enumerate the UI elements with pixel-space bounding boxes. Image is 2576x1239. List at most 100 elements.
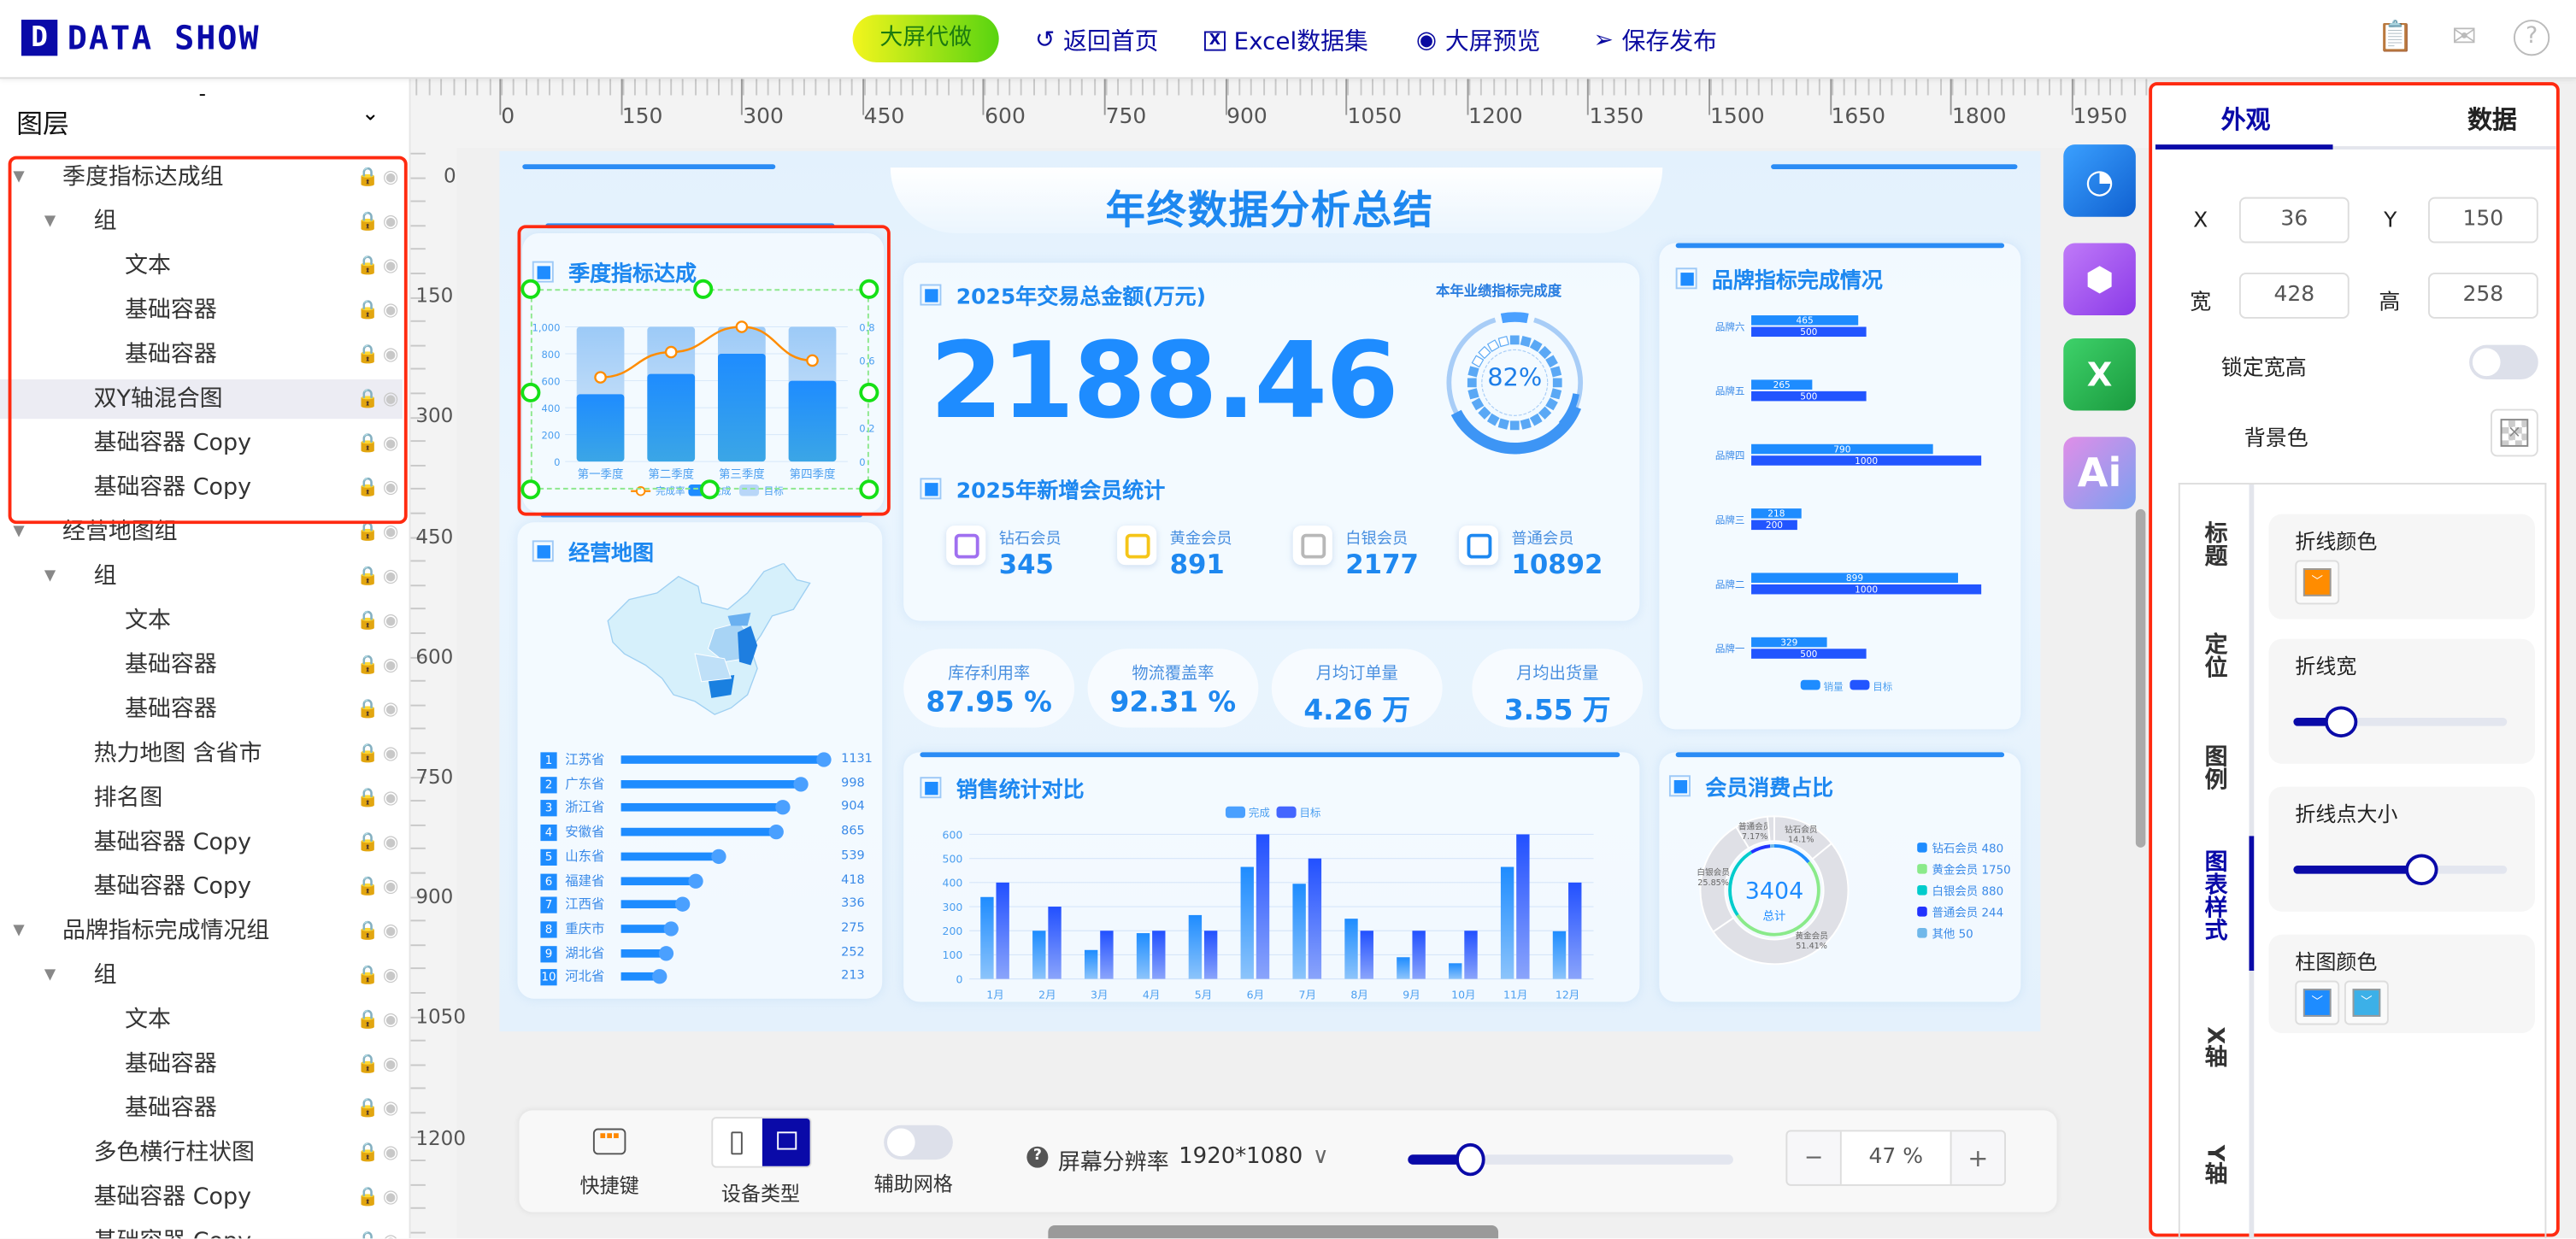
eye-icon[interactable]: ◉ bbox=[382, 964, 399, 986]
grid-toggle[interactable] bbox=[884, 1124, 953, 1160]
lock-icon[interactable]: 🔒 bbox=[356, 742, 379, 764]
eye-icon[interactable]: ◉ bbox=[382, 742, 399, 764]
x-input[interactable]: 36 bbox=[2238, 197, 2350, 244]
zoom-value-input[interactable]: 47 % bbox=[1839, 1131, 1952, 1184]
lock-icon[interactable]: 🔒 bbox=[356, 254, 379, 276]
sales-panel[interactable]: 销售统计对比 0 100 200 300 400 500 600 1月 2月 3月 4月 5月 6月 7月… bbox=[903, 752, 1640, 1002]
member-share-panel[interactable]: 会员消费占比 钻石会员 14.1% 黄金会员 51.41% 白银会员 25.85% 普通会员… bbox=[1659, 752, 2021, 1002]
eye-icon[interactable]: ◉ bbox=[382, 432, 399, 454]
layer-item[interactable]: 基础容器 Copy 🔒◉ bbox=[0, 823, 403, 862]
lock-icon[interactable]: 🔒 bbox=[356, 343, 379, 365]
eye-icon[interactable]: ◉ bbox=[382, 786, 399, 808]
lock-icon[interactable]: 🔒 bbox=[356, 1185, 379, 1207]
caret-down-icon[interactable]: ▼ bbox=[44, 967, 56, 984]
lock-icon[interactable]: 🔒 bbox=[356, 476, 379, 498]
eye-icon[interactable]: ◉ bbox=[382, 609, 399, 631]
layer-item[interactable]: ▼ 经营地图组 🔒 ◉ bbox=[0, 513, 403, 552]
excel-icon[interactable]: X bbox=[2063, 338, 2136, 411]
lock-icon[interactable]: 🔒 bbox=[356, 875, 379, 897]
layer-item[interactable]: 基础容器 🔒 ◉ bbox=[0, 645, 403, 684]
height-input[interactable]: 258 bbox=[2427, 273, 2538, 319]
width-input[interactable]: 428 bbox=[2238, 273, 2350, 319]
layer-item[interactable]: 基础容器 Copy 🔒◉ bbox=[0, 867, 403, 907]
resize-handle-n[interactable] bbox=[693, 279, 714, 299]
tab-data[interactable]: 数据 bbox=[2467, 105, 2517, 135]
collapse-handle[interactable]: - bbox=[198, 82, 206, 106]
horizontal-scrollbar[interactable] bbox=[1048, 1224, 1499, 1239]
china-map[interactable] bbox=[600, 563, 814, 727]
caret-down-icon[interactable]: ▼ bbox=[44, 213, 56, 231]
layer-item[interactable]: 基础容器 Copy 🔒◉ bbox=[0, 468, 403, 508]
device-type-toggle[interactable] bbox=[711, 1117, 812, 1168]
eye-icon[interactable]: ◉ bbox=[382, 919, 399, 942]
eye-icon[interactable]: ◉ bbox=[382, 1141, 399, 1163]
chevron-down-icon[interactable]: ⌄ bbox=[361, 102, 379, 127]
excel-dataset-button[interactable]: X Excel数据集 bbox=[1203, 23, 1368, 57]
lock-icon[interactable]: 🔒 bbox=[356, 1097, 379, 1119]
side-tab-position[interactable]: 定位 bbox=[2201, 632, 2228, 678]
layer-item[interactable]: 文本 🔒 ◉ bbox=[0, 246, 403, 285]
tab-appearance[interactable]: 外观 bbox=[2220, 105, 2271, 135]
eye-icon[interactable]: ◉ bbox=[382, 565, 399, 587]
layer-item[interactable]: 基础容器 🔒 ◉ bbox=[0, 335, 403, 374]
clipboard-icon[interactable]: 📋 bbox=[2377, 20, 2414, 55]
caret-down-icon[interactable]: ▼ bbox=[13, 923, 25, 940]
horizontal-ruler[interactable]: 0 150 300 450 600 750 900 1050 1200 1350 1500 1650 1… bbox=[410, 79, 2150, 148]
lock-icon[interactable]: 🔒 bbox=[356, 654, 379, 676]
eye-icon[interactable]: ◉ bbox=[382, 875, 399, 897]
lock-icon[interactable]: 🔒 bbox=[356, 565, 379, 587]
layer-item[interactable]: ▼ 品牌指标完成情况组 🔒 ◉ bbox=[0, 912, 403, 951]
eye-icon[interactable]: ◉ bbox=[383, 1222, 398, 1239]
layer-item[interactable]: 文本 🔒 ◉ bbox=[0, 602, 403, 641]
layer-item[interactable]: ▼ 组 🔒 ◉ bbox=[0, 956, 403, 995]
lock-icon[interactable]: 🔒 bbox=[356, 166, 379, 188]
resize-handle-e[interactable] bbox=[859, 382, 879, 402]
resolution-select[interactable]: 屏幕分辨率 1920*1080 ∨ bbox=[1057, 1142, 1329, 1177]
mail-icon[interactable]: ✉ bbox=[2451, 20, 2477, 55]
lock-icon[interactable]: 🔒 bbox=[356, 210, 379, 232]
lock-icon[interactable]: 🔒 bbox=[356, 1053, 379, 1075]
eye-icon[interactable]: ◉ bbox=[382, 1053, 399, 1075]
publish-button[interactable]: ➢ 保存发布 bbox=[1594, 23, 1717, 57]
resize-handle-ne[interactable] bbox=[859, 279, 879, 299]
mobile-icon[interactable] bbox=[731, 1131, 743, 1155]
resize-handle-nw[interactable] bbox=[520, 279, 541, 299]
caret-down-icon[interactable]: ▼ bbox=[13, 168, 25, 186]
lock-icon[interactable]: 🔒 bbox=[356, 1141, 379, 1163]
eye-icon[interactable]: ◉ bbox=[382, 697, 399, 719]
selection-frame[interactable] bbox=[530, 289, 869, 490]
caret-down-icon[interactable]: ▼ bbox=[44, 568, 56, 585]
y-input[interactable]: 150 bbox=[2427, 197, 2538, 244]
lock-icon[interactable]: 🔒 bbox=[356, 298, 379, 320]
layer-item[interactable]: 基础容器 Copy 🔒◉ bbox=[0, 1222, 403, 1239]
line-width-slider[interactable] bbox=[2293, 706, 2508, 738]
lock-icon[interactable]: 🔒 bbox=[356, 919, 379, 942]
desktop-option[interactable] bbox=[762, 1119, 810, 1166]
eye-icon[interactable]: ◉ bbox=[382, 831, 399, 853]
zoom-slider[interactable] bbox=[1408, 1142, 1733, 1177]
layer-item[interactable]: 基础容器 Copy 🔒◉ bbox=[0, 1177, 403, 1217]
lock-ratio-toggle[interactable] bbox=[2469, 344, 2538, 380]
layer-item[interactable]: 文本 🔒 ◉ bbox=[0, 1001, 403, 1040]
layer-item[interactable]: 基础容器 🔒 ◉ bbox=[0, 1045, 403, 1084]
layer-item[interactable]: 排名图 🔒 ◉ bbox=[0, 778, 403, 818]
layer-item[interactable]: ▼ 组 🔒 ◉ bbox=[0, 557, 403, 596]
preview-button[interactable]: ◉ 大屏预览 bbox=[1416, 23, 1540, 57]
lock-icon[interactable]: 🔒 bbox=[356, 520, 379, 543]
side-tab-title[interactable]: 标题 bbox=[2201, 520, 2228, 567]
image-icon[interactable]: ◔ bbox=[2063, 144, 2136, 217]
resize-handle-s[interactable] bbox=[699, 479, 720, 500]
side-tab-chart-style[interactable]: 图表样式 bbox=[2201, 849, 2228, 942]
layer-item[interactable]: ▼ 组 🔒 ◉ bbox=[0, 202, 403, 241]
layer-item[interactable]: ▼ 季度指标达成组 🔒 ◉ bbox=[0, 158, 403, 197]
layer-item[interactable]: 基础容器 🔒 ◉ bbox=[0, 1089, 403, 1128]
lock-icon[interactable]: 🔒 bbox=[356, 387, 379, 409]
caret-down-icon[interactable]: ▼ bbox=[13, 524, 25, 541]
eye-icon[interactable]: ◉ bbox=[382, 476, 399, 498]
lock-icon[interactable]: 🔒 bbox=[356, 432, 379, 454]
lock-icon[interactable]: 🔒 bbox=[356, 1222, 379, 1239]
layer-item[interactable]: 双Y轴混合图 🔒 ◉ bbox=[0, 379, 403, 420]
line-color-picker[interactable]: ﹀ bbox=[2295, 560, 2340, 605]
vertical-scrollbar[interactable] bbox=[2135, 508, 2146, 848]
vertical-ruler[interactable]: 0 150 300 450 600 750 900 1050 1200 bbox=[410, 147, 466, 1239]
